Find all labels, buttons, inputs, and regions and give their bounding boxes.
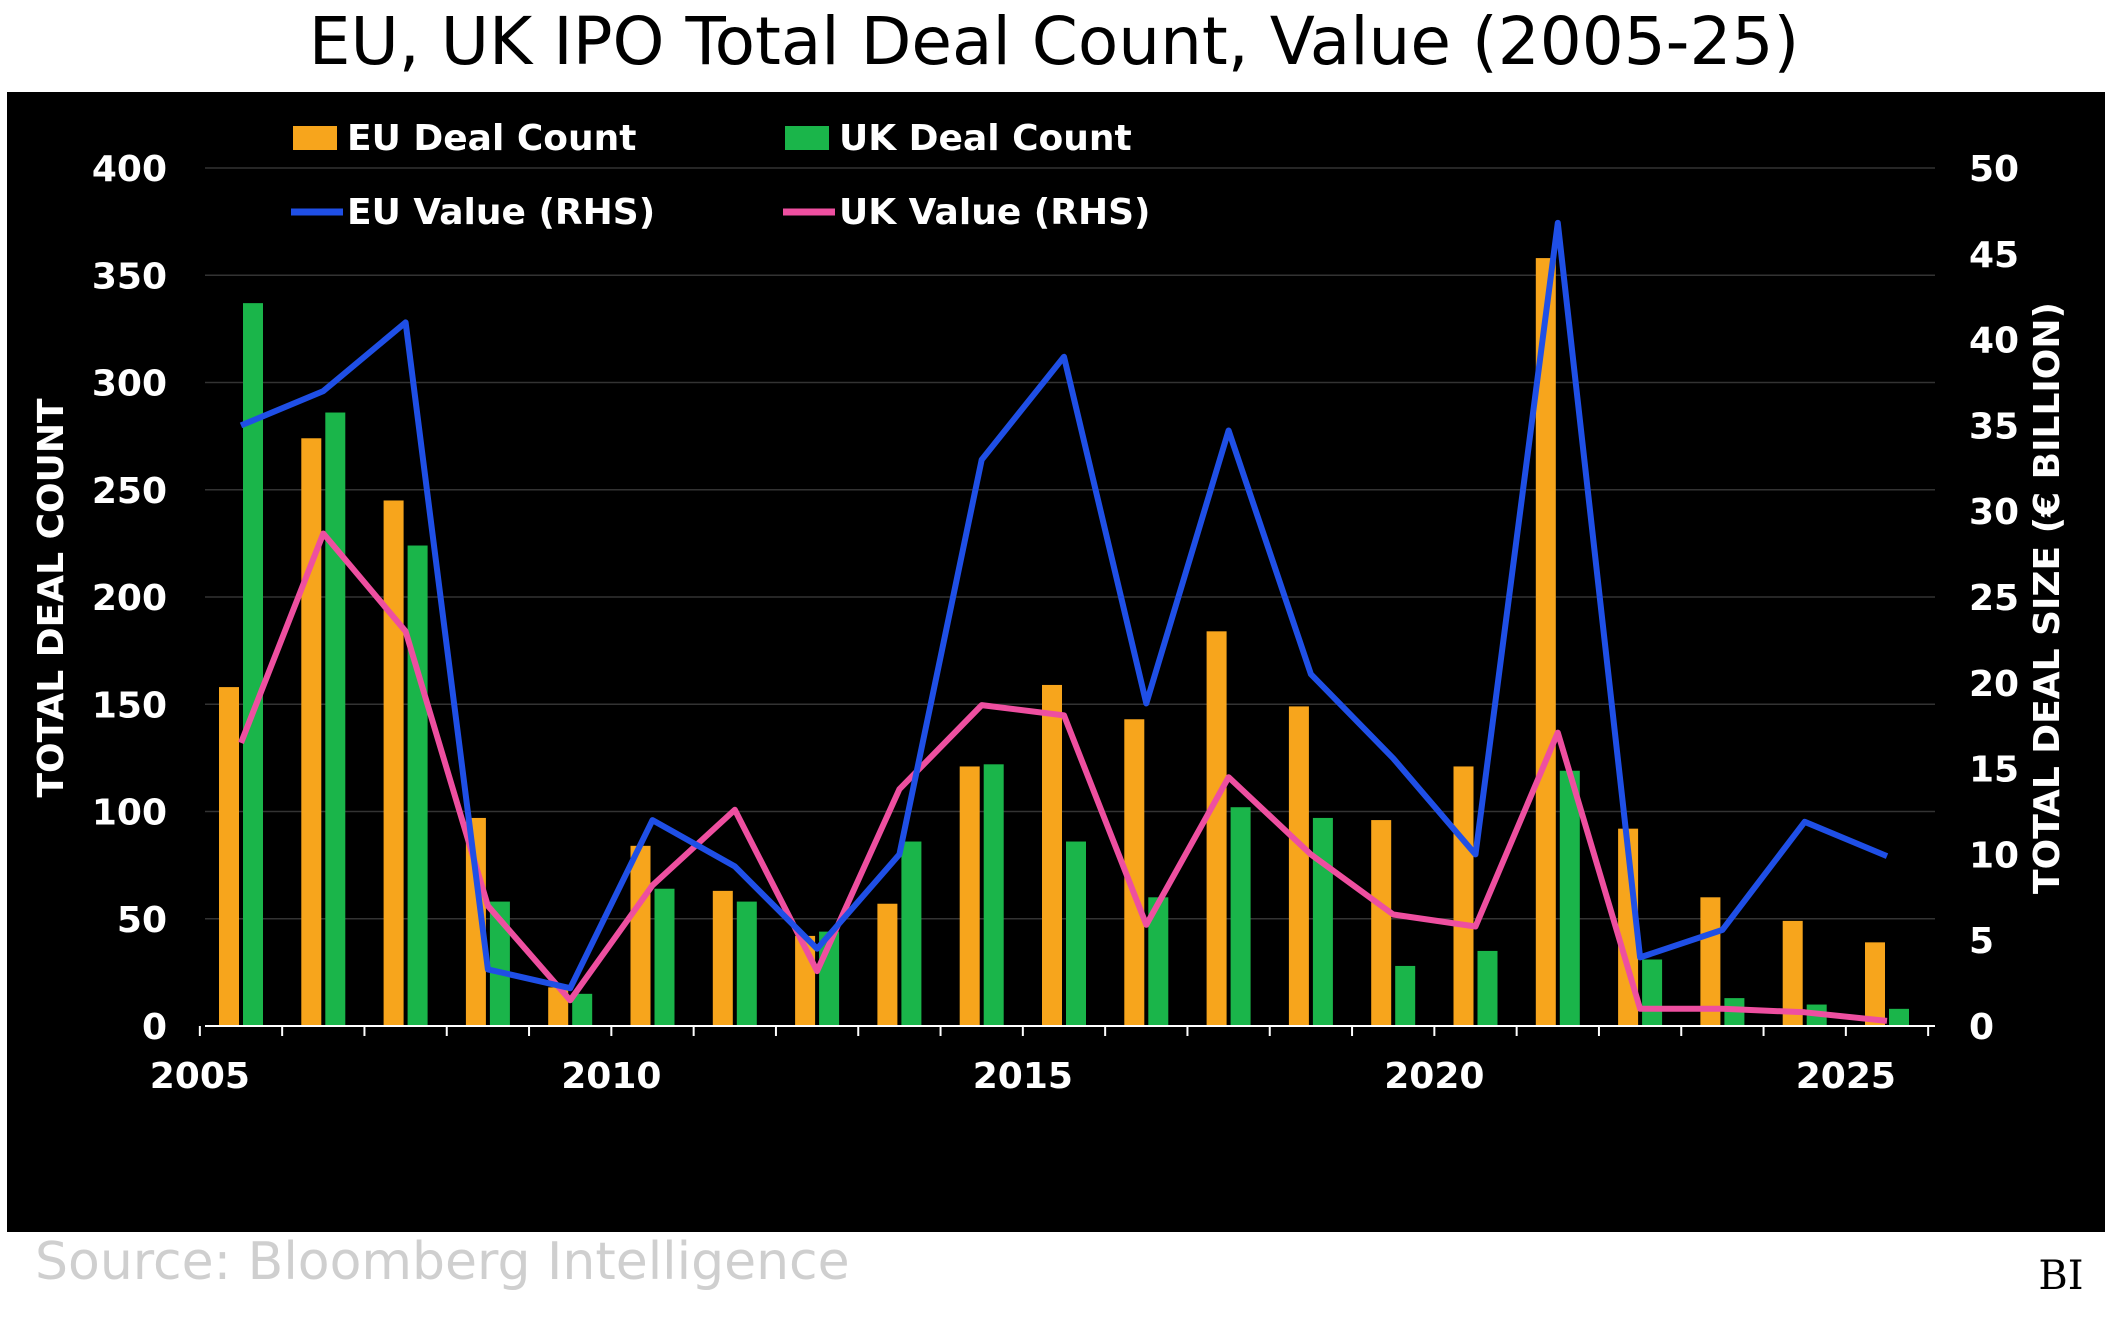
bar-eu-count-2019	[1371, 820, 1392, 1026]
y-right-tick-label-40: 40	[1969, 321, 2019, 362]
bar-uk-count-2021	[1559, 770, 1580, 1026]
bar-uk-count-2019	[1395, 965, 1416, 1026]
bar-eu-count-2018	[1288, 706, 1309, 1026]
y-right-tick-label-25: 25	[1969, 578, 2019, 619]
bar-uk-count-2006	[325, 412, 346, 1026]
bar-uk-count-2008	[489, 901, 510, 1026]
axes: 2005 2010 2015 2020 202505010015020025030035…	[92, 149, 2019, 1097]
y-left-tick-label-50: 50	[117, 900, 167, 941]
legend-label-uk-value: UK Value (RHS)	[839, 192, 1150, 233]
line-layer	[238, 219, 1889, 1024]
bar-uk-count-2020	[1477, 950, 1498, 1026]
x-tick-label-2020: 2020	[1384, 1056, 1484, 1097]
y-right-tick-label-0: 0	[1969, 1007, 1994, 1048]
y-left-tick-label-150: 150	[92, 685, 167, 726]
bar-eu-count-2013	[877, 903, 898, 1026]
bar-uk-count-2013	[901, 841, 922, 1026]
y-right-tick-label-30: 30	[1969, 492, 2019, 533]
legend-swatch-eu-count	[293, 126, 337, 150]
y-axis-title-left: TOTAL DEAL COUNT	[31, 398, 72, 797]
legend-swatch-uk-count	[785, 126, 829, 150]
bar-eu-count-2010	[630, 845, 651, 1026]
bar-eu-count-2006	[301, 438, 322, 1026]
y-left-tick-label-300: 300	[92, 364, 167, 405]
x-tick-label-2005: 2005	[150, 1056, 250, 1097]
y-left-tick-label-350: 350	[92, 256, 167, 297]
legend: EU Deal Count UK Deal Count EU Value (RH…	[291, 118, 1150, 233]
y-axis-title-right: TOTAL DEAL SIZE (€ BILLION)	[2027, 302, 2068, 894]
bar-uk-count-2007	[407, 545, 428, 1026]
brand-wordmark: Bloomberg Intelligence	[1773, 1227, 1975, 1319]
bar-eu-count-2021	[1535, 258, 1556, 1027]
y-right-tick-label-10: 10	[1969, 835, 2019, 876]
bar-eu-count-2016	[1124, 719, 1145, 1026]
y-left-tick-label-400: 400	[92, 149, 167, 190]
bar-eu-count-2009	[548, 987, 569, 1026]
bar-uk-count-2018	[1312, 817, 1333, 1026]
y-right-tick-label-5: 5	[1969, 921, 1994, 962]
bar-eu-count-2005	[219, 687, 239, 1026]
legend-label-eu-value: EU Value (RHS)	[347, 192, 655, 233]
legend-label-eu-count: EU Deal Count	[347, 118, 636, 159]
bar-eu-count-2008	[465, 817, 486, 1026]
x-tick-label-2025: 2025	[1796, 1056, 1896, 1097]
bar-uk-count-2022	[1642, 959, 1663, 1026]
bar-uk-count-2014	[983, 764, 1004, 1026]
bar-uk-count-2016	[1148, 897, 1169, 1026]
chart-panel: 2005 2010 2015 2020 2025 0 50 100 150 200 250 300 35…	[7, 92, 2105, 1318]
bar-uk-count-2015	[1066, 841, 1086, 1026]
bar-eu-count-2024	[1782, 920, 1803, 1026]
brand-line-1: Bloomberg	[1773, 1228, 1967, 1272]
line-eu-value	[239, 219, 1889, 992]
bar-eu-count-2015	[1042, 684, 1062, 1026]
y-right-tick-label-35: 35	[1969, 406, 2019, 447]
bar-eu-count-2007	[383, 500, 404, 1027]
bar-uk-count-2025	[1889, 1008, 1909, 1026]
bar-eu-count-2011	[712, 890, 733, 1026]
y-left-tick-label-100: 100	[92, 793, 167, 834]
y-right-tick-label-50: 50	[1969, 149, 2019, 190]
bar-eu-count-2014	[959, 766, 980, 1026]
bar-uk-count-2005	[243, 303, 263, 1026]
y-right-tick-label-15: 15	[1969, 750, 2019, 791]
line-uk-value	[238, 530, 1888, 1024]
y-right-tick-label-20: 20	[1969, 664, 2019, 705]
x-tick-label-2010: 2010	[561, 1056, 661, 1097]
y-left-tick-label-200: 200	[92, 578, 167, 619]
y-right-tick-label-45: 45	[1969, 235, 2019, 276]
bar-uk-count-2017	[1230, 807, 1251, 1026]
bar-eu-count-2025	[1865, 942, 1885, 1026]
chart-svg: 2005 2010 2015 2020 202505010015020025030035…	[31, 118, 2068, 1097]
brand-line-2: Intelligence	[1773, 1274, 1976, 1318]
bar-eu-count-2017	[1206, 631, 1227, 1026]
y-left-tick-label-0: 0	[142, 1007, 167, 1048]
bar-eu-count-2020	[1453, 766, 1474, 1026]
bar-uk-count-2011	[736, 901, 757, 1026]
bar-layer	[219, 258, 1909, 1027]
source-note: Source: Bloomberg Intelligence	[35, 1232, 850, 1292]
legend-label-uk-count: UK Deal Count	[839, 118, 1132, 159]
brand-badge: BI	[2019, 1234, 2103, 1318]
bar-uk-count-2009	[572, 993, 593, 1026]
y-left-tick-label-250: 250	[92, 471, 167, 512]
x-tick-label-2015: 2015	[973, 1056, 1073, 1097]
bar-uk-count-2010	[654, 888, 675, 1026]
chart-title: EU, UK IPO Total Deal Count, Value (2005…	[308, 3, 1800, 80]
